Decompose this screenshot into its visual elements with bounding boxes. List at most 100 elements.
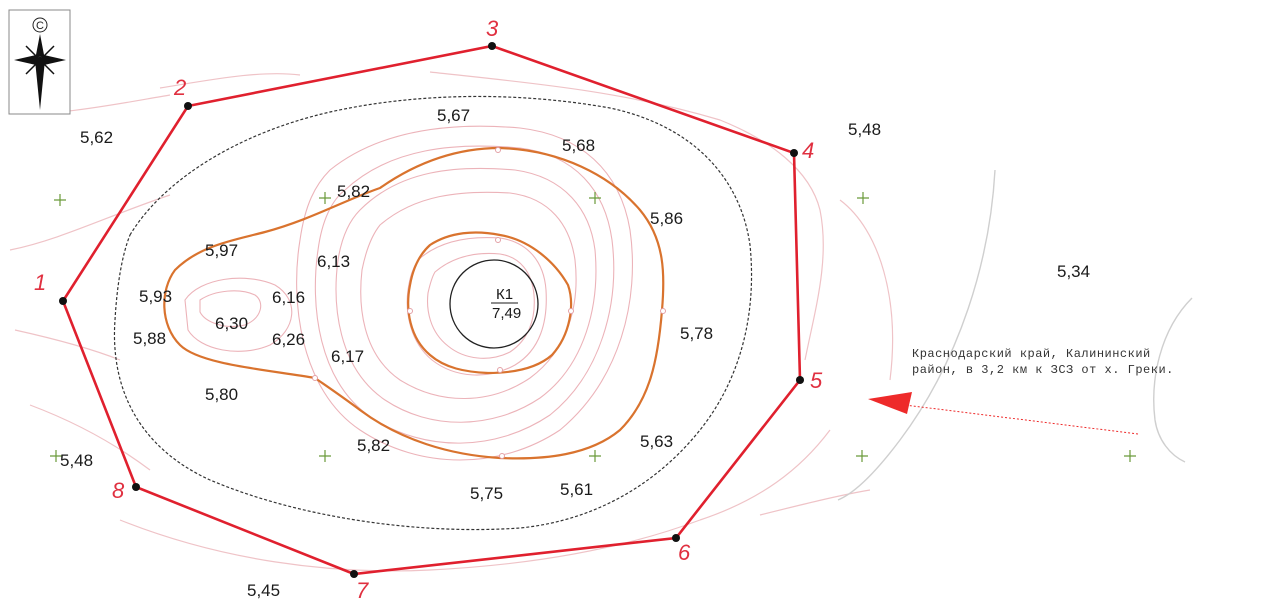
inner-contour (199, 290, 262, 328)
outer-dashed-contour (113, 95, 753, 531)
location-arrow-shaft (904, 404, 1139, 435)
spot-elevation: 5,62 (80, 128, 113, 147)
vertex-label-6: 6 (678, 540, 691, 565)
spot-elevation: 5,82 (357, 436, 390, 455)
spot-elevation: 5,78 (680, 324, 713, 343)
grid-cross (1124, 450, 1136, 462)
well-elevation: 7,49 (492, 305, 521, 322)
inner-contour (314, 145, 615, 444)
grid-cross (50, 450, 62, 462)
spot-elevations: 5,62 5,67 5,68 5,48 5,82 5,86 5,97 6,13 … (60, 106, 1090, 600)
vertex-label-4: 4 (802, 138, 814, 163)
contour-tick (499, 453, 505, 459)
outer-contour (14, 329, 121, 361)
spot-elevation: 6,30 (215, 314, 248, 333)
compass-north-circle (32, 17, 48, 33)
contour-tick (497, 367, 503, 373)
outer-contour (159, 73, 301, 89)
inner-contour (184, 277, 293, 352)
compass-needle-west (14, 55, 40, 65)
main-contour-outer (163, 146, 665, 460)
compass-needle-north (35, 34, 45, 60)
inner-contour (296, 125, 633, 461)
spot-elevation: 5,88 (133, 329, 166, 348)
spot-elevation: 5,45 (247, 581, 280, 600)
grid-cross (857, 192, 869, 204)
spot-elevation: 5,48 (848, 120, 881, 139)
spot-elevation: 5,61 (560, 480, 593, 499)
inner-contours (184, 125, 633, 461)
terrain-lines (837, 169, 1193, 501)
main-contours (163, 146, 665, 460)
vertex-point[interactable] (132, 483, 140, 491)
grid-cross (589, 450, 601, 462)
vertex-point[interactable] (790, 149, 798, 157)
location-arrow-icon (868, 392, 912, 414)
outer-contour (759, 489, 871, 516)
vertex-label-3: 3 (486, 16, 499, 41)
vertex-point[interactable] (184, 102, 192, 110)
spot-elevation: 6,26 (272, 330, 305, 349)
vertex-label-5: 5 (810, 368, 823, 393)
spot-elevation: 6,17 (331, 347, 364, 366)
compass-needle-south (35, 56, 45, 110)
compass-letter: С (36, 20, 44, 32)
vertex-point[interactable] (672, 534, 680, 542)
outer-contour (699, 429, 831, 521)
inner-contour (335, 167, 597, 423)
spot-elevation: 5,93 (139, 287, 172, 306)
terrain-line (1153, 297, 1193, 463)
outer-contour (29, 404, 151, 471)
spot-elevation: 5,48 (60, 451, 93, 470)
location-note-line1: Краснодарский край, Калининский (912, 347, 1151, 361)
spot-elevation: 6,13 (317, 252, 350, 271)
grid-cross (54, 194, 66, 206)
compass-diagonal (25, 45, 55, 75)
vertex-point[interactable] (488, 42, 496, 50)
spot-elevation: 5,97 (205, 241, 238, 260)
contour-ticks (312, 147, 666, 459)
vertex-point[interactable] (796, 376, 804, 384)
vertex-point[interactable] (350, 570, 358, 578)
location-callout: Краснодарский край, Калининский район, в… (868, 347, 1174, 435)
location-note-line2: район, в 3,2 км к ЗСЗ от х. Греки. (912, 363, 1174, 377)
grid-cross (319, 450, 331, 462)
compass-needle-east (40, 55, 66, 65)
spot-elevation: 5,75 (470, 484, 503, 503)
grid-cross (589, 192, 601, 204)
contour-tick (407, 308, 413, 314)
contour-tick (660, 308, 666, 314)
inner-contour (360, 191, 577, 399)
terrain-line (837, 169, 996, 501)
spot-elevation: 5,86 (650, 209, 683, 228)
vertex-label-7: 7 (356, 578, 369, 603)
outer-contour (839, 199, 894, 381)
contour-tick (495, 237, 501, 243)
spot-elevation: 5,67 (437, 106, 470, 125)
boundary-vertices (59, 42, 804, 578)
contour-tick (312, 375, 318, 381)
spot-elevation: 5,82 (337, 182, 370, 201)
spot-elevation: 6,16 (272, 288, 305, 307)
spot-elevation: 5,34 (1057, 262, 1090, 281)
main-contour-inner (407, 231, 573, 375)
inner-contour (426, 252, 535, 359)
vertex-label-8: 8 (112, 478, 125, 503)
outer-contour (9, 194, 171, 251)
contour-tick (568, 308, 574, 314)
north-arrow-icon: С (8, 9, 71, 115)
vertex-point[interactable] (59, 297, 67, 305)
grid-cross (319, 192, 331, 204)
contour-tick (495, 147, 501, 153)
grid-cross (856, 450, 868, 462)
outer-contour (59, 94, 171, 113)
site-boundary (61, 44, 802, 576)
spot-elevation: 5,68 (562, 136, 595, 155)
vertex-label-2: 2 (173, 75, 186, 100)
vertex-labels: 1 2 3 4 5 6 7 8 (34, 16, 823, 603)
spot-elevation: 5,80 (205, 385, 238, 404)
spot-elevation: 5,63 (640, 432, 673, 451)
well-label: К1 7,49 (491, 286, 521, 322)
